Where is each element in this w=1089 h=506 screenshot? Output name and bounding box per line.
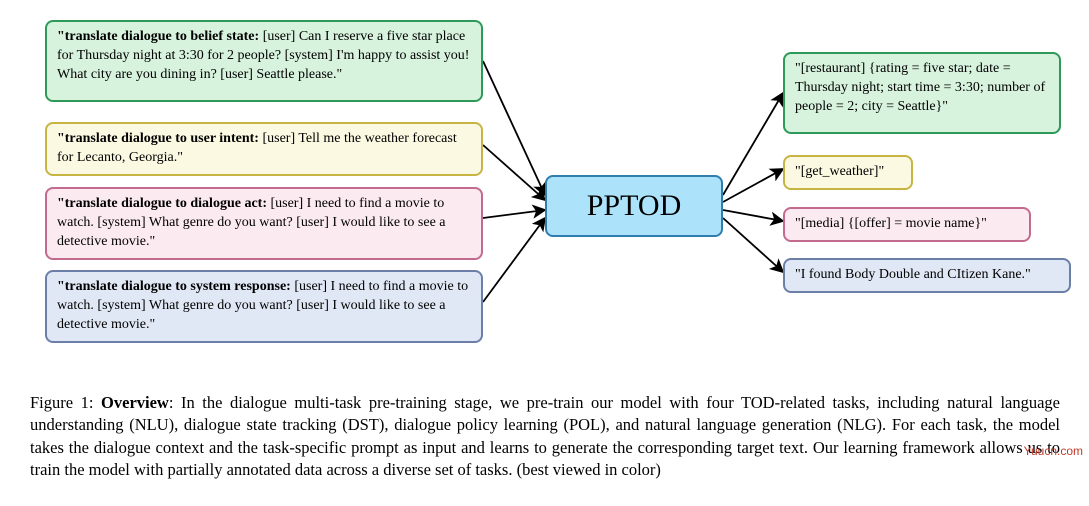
in-green-prefix: "translate dialogue to belief state: <box>57 29 259 44</box>
diagram-canvas: PPTOD "translate dialogue to belief stat… <box>0 0 1089 390</box>
watermark-text: Yuucn.com <box>1024 444 1083 458</box>
in-blue-prefix: "translate dialogue to system response: <box>57 279 291 294</box>
in-pink: "translate dialogue to dialogue act: [us… <box>45 187 483 260</box>
figure-caption: Figure 1: Overview: In the dialogue mult… <box>30 392 1060 481</box>
out-pink-text: "[media] {[offer] = movie name}" <box>795 216 987 231</box>
in-pink-prefix: "translate dialogue to dialogue act: <box>57 196 267 211</box>
in-green: "translate dialogue to belief state: [us… <box>45 20 483 102</box>
out-yellow-text: "[get_weather]" <box>795 164 884 179</box>
watermark: Yuucn.com <box>1024 444 1083 458</box>
in-yellow-prefix: "translate dialogue to user intent: <box>57 131 259 146</box>
out-pink: "[media] {[offer] = movie name}" <box>783 207 1031 242</box>
out-green: "[restaurant] {rating = five star; date … <box>783 52 1061 134</box>
out-green-text: "[restaurant] {rating = five star; date … <box>795 61 1045 114</box>
caption-title: Overview <box>101 393 169 412</box>
out-blue-text: "I found Body Double and CItizen Kane." <box>795 267 1031 282</box>
caption-body: : In the dialogue multi-task pre-trainin… <box>30 393 1060 479</box>
center-node: PPTOD <box>545 175 723 237</box>
in-blue: "translate dialogue to system response: … <box>45 270 483 343</box>
out-blue: "I found Body Double and CItizen Kane." <box>783 258 1071 293</box>
caption-figure-label: Figure 1: <box>30 393 101 412</box>
center-label: PPTOD <box>587 189 681 223</box>
out-yellow: "[get_weather]" <box>783 155 913 190</box>
in-yellow: "translate dialogue to user intent: [use… <box>45 122 483 176</box>
